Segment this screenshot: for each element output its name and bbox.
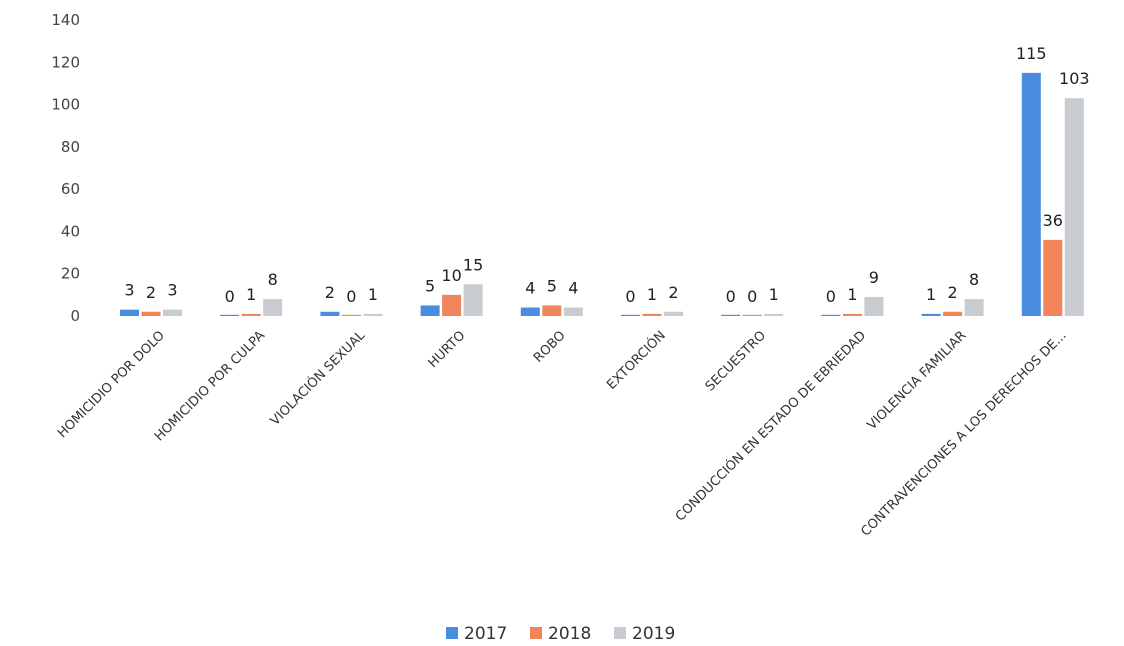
bar-2017 <box>921 313 941 316</box>
bar-2019 <box>664 311 683 316</box>
bar-2017 <box>1021 72 1041 316</box>
data-label: 4 <box>568 279 578 298</box>
category-label: CONTRAVENCIONES A LOS DERECHOS DE... <box>858 328 1069 539</box>
category-label: HOMICIDIO POR DOLO <box>55 328 168 441</box>
y-tick-label: 40 <box>61 222 80 240</box>
y-tick-label: 120 <box>51 53 80 71</box>
bar-2019 <box>764 313 784 316</box>
bar-2017 <box>220 314 240 316</box>
bar-2019 <box>363 313 383 316</box>
data-label: 2 <box>668 283 678 302</box>
data-label: 3 <box>167 281 177 300</box>
data-label: 8 <box>268 270 278 289</box>
data-label: 0 <box>346 287 356 306</box>
bar-2018 <box>943 311 963 316</box>
legend-swatch <box>614 627 626 639</box>
bar-2018 <box>141 311 161 316</box>
legend-swatch <box>446 627 458 639</box>
category-label: HURTO <box>426 328 469 371</box>
data-label: 0 <box>826 287 836 306</box>
legend-label: 2018 <box>548 624 591 644</box>
bar-2017 <box>520 307 540 316</box>
bar-2017 <box>721 314 741 316</box>
y-axis: 140 120 100 80 60 40 20 0 <box>51 11 80 325</box>
data-label: 103 <box>1059 69 1090 88</box>
bar-2019 <box>463 284 483 316</box>
bar-2019 <box>1064 98 1084 316</box>
y-tick-label: 140 <box>51 11 80 29</box>
data-label: 2 <box>948 283 958 302</box>
bar-2017 <box>320 311 340 316</box>
bar-2018 <box>742 314 762 316</box>
bar-2017 <box>420 305 440 316</box>
category-label: EXTORCIÓN <box>604 328 669 393</box>
legend-label: 2017 <box>464 624 507 644</box>
y-tick-label: 60 <box>61 180 80 198</box>
bars <box>120 72 1084 316</box>
data-label: 0 <box>225 287 235 306</box>
data-label: 1 <box>368 285 378 304</box>
data-label: 15 <box>463 255 483 274</box>
data-label: 0 <box>625 287 635 306</box>
bar-2019 <box>263 299 283 316</box>
bar-2017 <box>120 309 139 316</box>
data-label: 0 <box>747 287 757 306</box>
data-label: 1 <box>647 285 657 304</box>
bar-2018 <box>241 313 261 316</box>
bar-2018 <box>341 314 361 316</box>
bar-2019 <box>563 307 583 316</box>
bar-2019 <box>864 296 884 316</box>
data-label: 1 <box>926 285 936 304</box>
data-label: 5 <box>547 276 557 295</box>
bar-2019 <box>163 309 182 316</box>
bar-2018 <box>842 313 862 316</box>
data-label: 115 <box>1016 44 1047 63</box>
category-label: HOMICIDIO POR CULPA <box>152 328 268 444</box>
data-label: 36 <box>1043 211 1063 230</box>
data-label: 2 <box>146 283 156 302</box>
data-label: 3 <box>124 281 134 300</box>
bar-2018 <box>1043 239 1063 316</box>
category-label: VIOLACIÓN SEXUAL <box>267 327 369 429</box>
category-label: VIOLENCIA FAMILIAR <box>865 328 970 433</box>
bar-2019 <box>964 299 984 316</box>
y-tick-label: 100 <box>51 96 80 114</box>
bar-2017 <box>821 314 841 316</box>
y-tick-label: 0 <box>70 307 80 325</box>
data-label: 1 <box>847 285 857 304</box>
legend-label: 2019 <box>632 624 675 644</box>
data-label: 0 <box>726 287 736 306</box>
category-label: ROBO <box>531 328 569 366</box>
data-label: 8 <box>969 270 979 289</box>
data-label: 9 <box>869 268 879 287</box>
legend: 2017 2018 2019 <box>446 624 675 644</box>
bar-2018 <box>542 305 562 316</box>
category-label: CONDUCCIÓN EN ESTADO DE EBRIEDAD <box>672 328 869 525</box>
legend-swatch <box>530 627 542 639</box>
data-label: 5 <box>425 276 435 295</box>
data-label: 2 <box>325 283 335 302</box>
data-label: 4 <box>525 279 535 298</box>
data-label: 10 <box>441 266 461 285</box>
data-label: 1 <box>769 285 779 304</box>
bar-2017 <box>621 314 640 316</box>
bar-2018 <box>642 313 662 316</box>
y-tick-label: 80 <box>61 138 80 156</box>
data-label: 1 <box>246 285 256 304</box>
y-tick-label: 20 <box>61 265 80 283</box>
bar-2018 <box>442 294 462 316</box>
category-label: SECUESTRO <box>703 328 769 394</box>
